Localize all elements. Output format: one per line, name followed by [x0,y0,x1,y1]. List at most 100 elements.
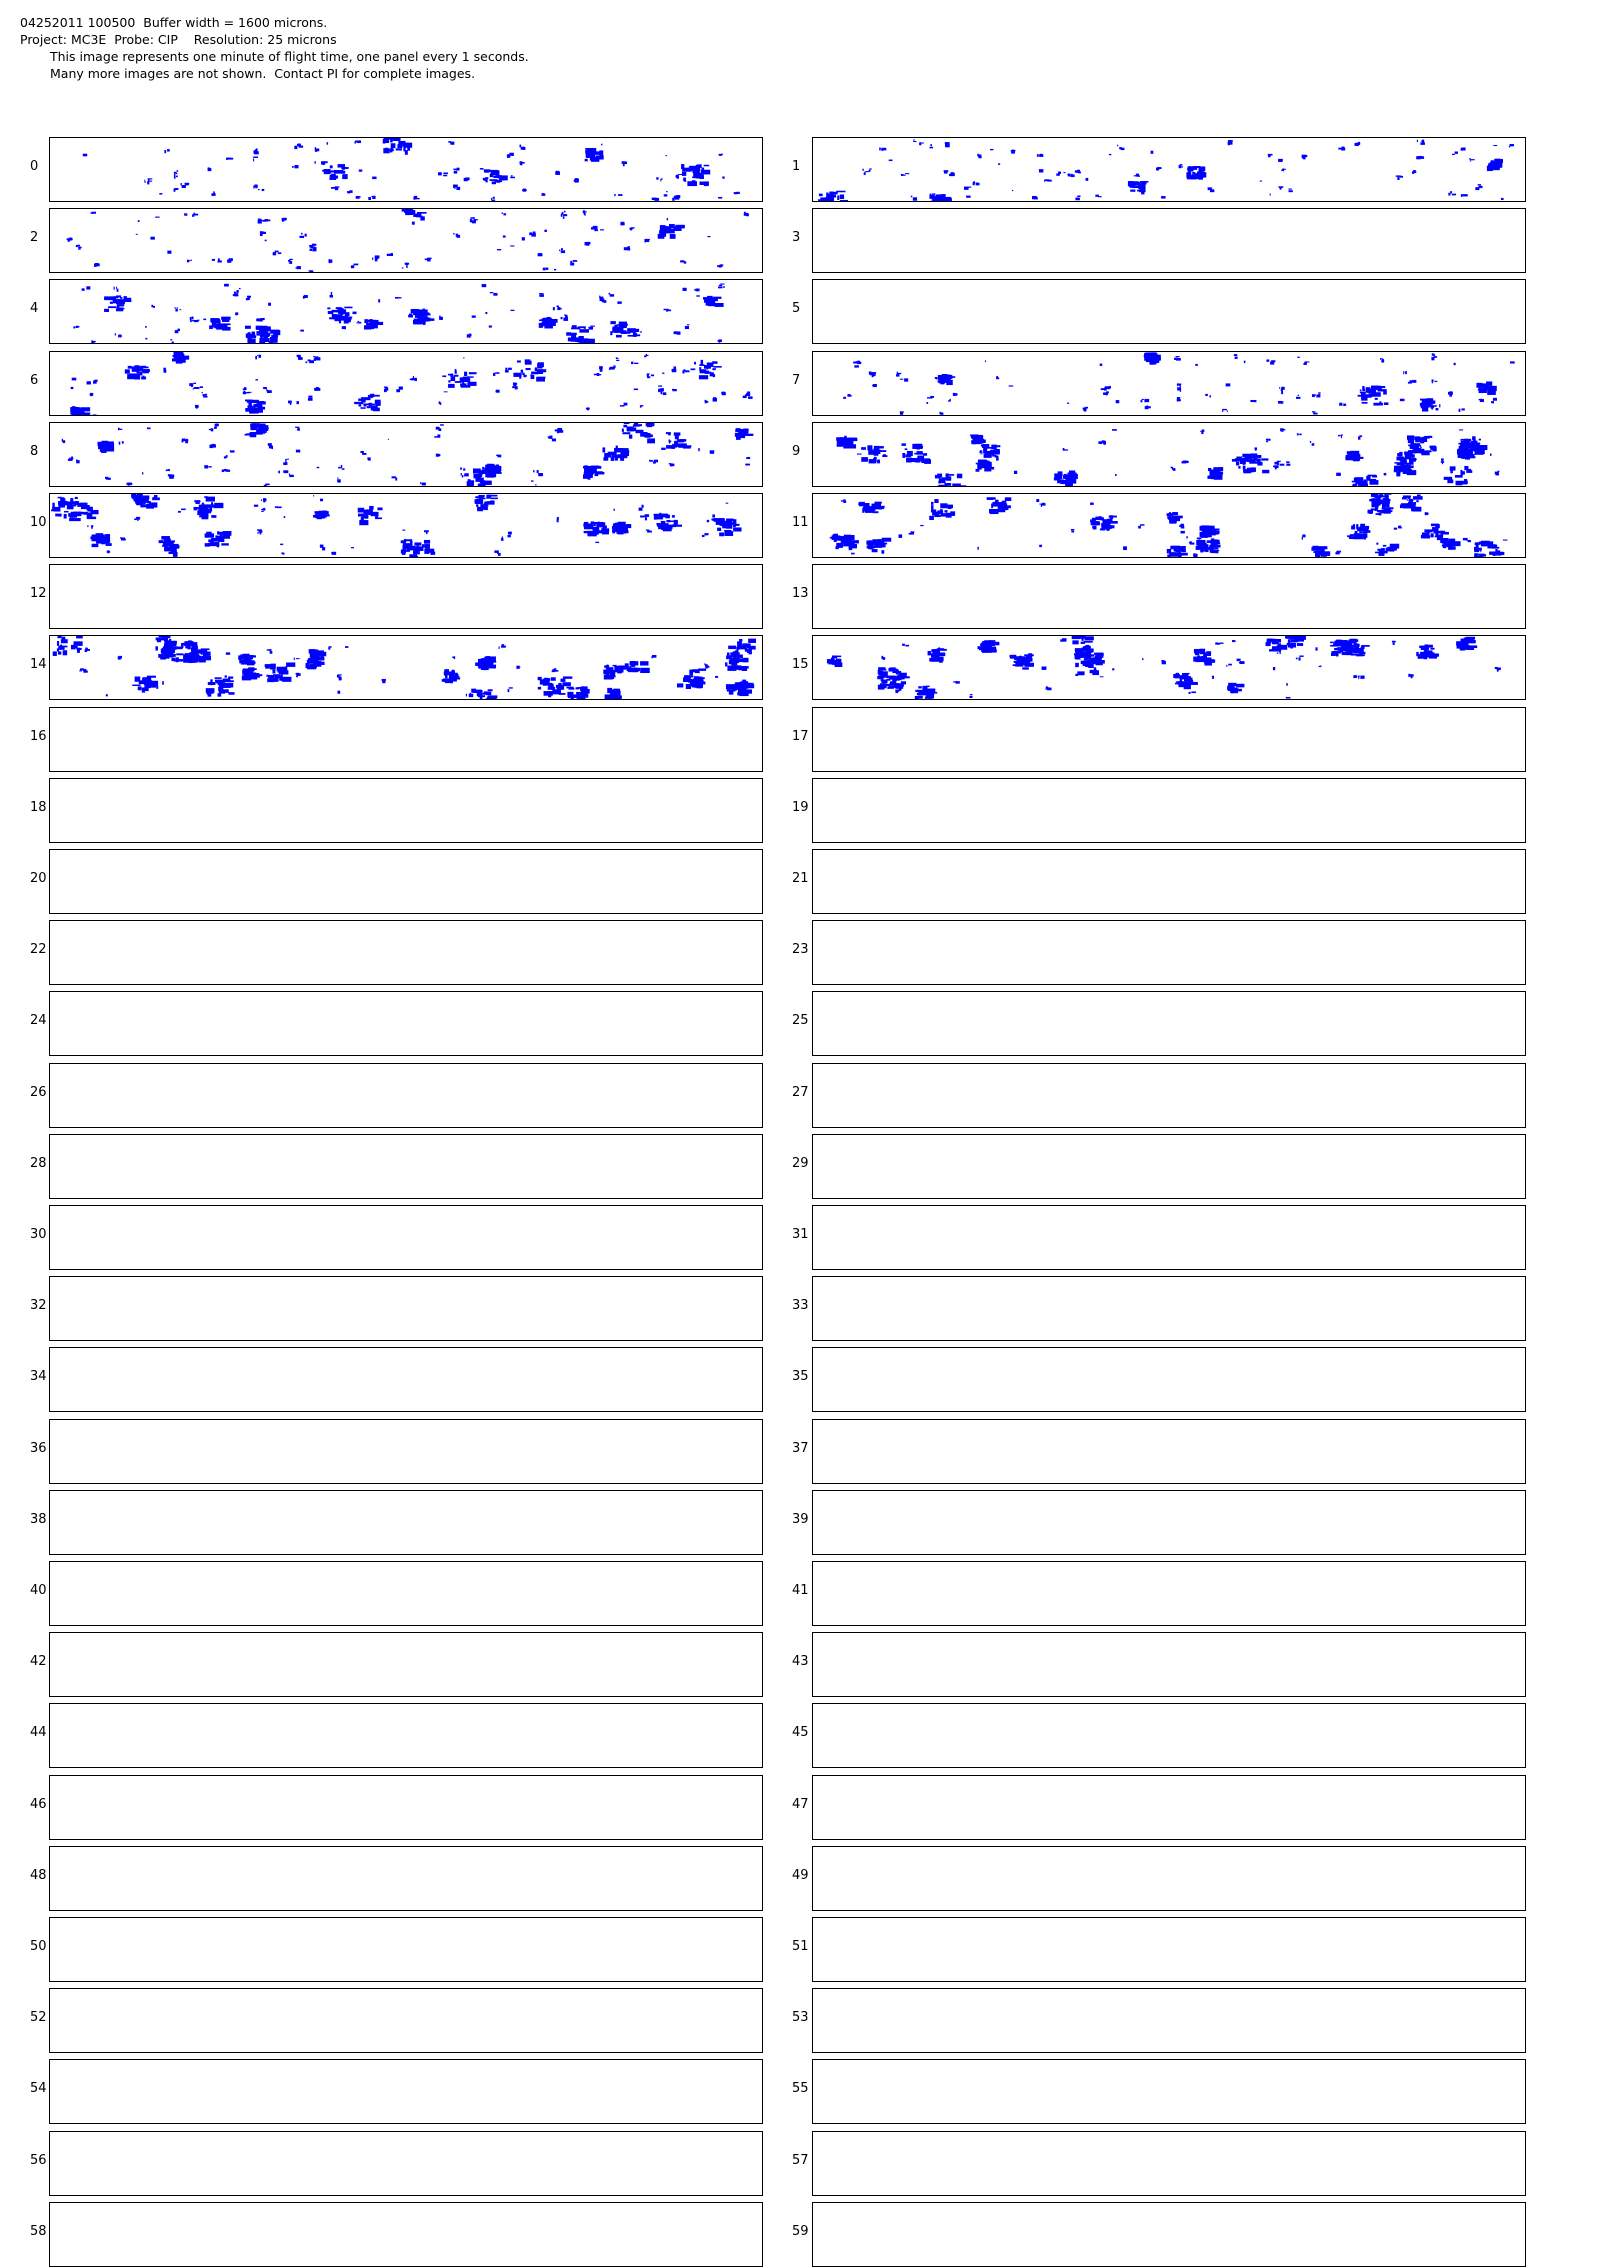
particle [996,376,999,379]
particle [107,550,110,553]
particle [719,154,723,156]
particle [142,472,143,474]
particle [818,191,848,201]
particle [1376,512,1382,515]
particle [929,499,955,520]
particle [722,176,724,178]
particle [1280,428,1285,431]
particle [496,454,501,457]
particle [610,321,639,337]
particle [559,248,565,253]
particle [118,656,122,660]
particle [211,191,215,196]
particle [1232,640,1235,642]
particle [913,139,916,142]
particle [1270,193,1271,195]
particle [94,263,100,267]
image-panel [812,1063,1526,1128]
particle [948,399,951,402]
particle-image [50,636,762,699]
particle [331,552,336,555]
image-panel [49,351,763,416]
particle [405,263,409,268]
particle [658,224,685,239]
particle [1416,156,1424,159]
particle [1260,181,1262,182]
particle [208,167,212,171]
particle [1044,179,1052,181]
particle [367,457,370,460]
particle [178,509,186,513]
particle [372,177,376,180]
particle [76,459,79,463]
particle [667,218,668,220]
particle [680,260,686,263]
particle [1197,538,1202,540]
particle [836,436,857,449]
particle [1315,648,1317,651]
particle [384,386,388,392]
image-panel [49,1490,763,1555]
image-panel [812,1846,1526,1911]
particle [617,302,621,305]
particle [1226,664,1232,667]
particle [915,686,937,699]
particle [495,389,499,392]
particle [439,401,442,405]
particle [1312,394,1315,397]
particle [1461,147,1466,150]
particle [1208,529,1211,532]
particle [1400,398,1405,400]
particle [1412,170,1416,174]
particle [609,365,615,370]
particle [315,147,319,152]
particle [87,381,91,384]
particle [1112,429,1117,431]
particle [1273,465,1279,469]
particle [585,148,604,162]
particle [420,482,426,485]
particle [208,466,211,467]
particle [1039,545,1042,547]
particle [1014,471,1017,474]
particle [920,525,923,526]
particle [911,196,917,201]
particle [690,359,721,378]
particle [466,693,473,697]
particle [402,268,404,269]
particle [1205,393,1211,396]
particle [275,506,282,508]
particle [132,676,158,693]
particle [513,359,546,381]
particle [453,185,460,191]
particle [977,641,999,654]
particle [360,451,366,455]
particle [258,219,264,224]
particle [866,538,891,554]
particle [698,448,700,451]
image-panel [812,1703,1526,1768]
particle [1296,656,1304,661]
particle [555,171,560,175]
image-panel [49,2202,763,2267]
particle [1352,474,1379,485]
particle [713,518,742,536]
particle [1297,433,1302,435]
particle [851,553,854,555]
particle [281,553,284,555]
particle [735,428,754,440]
particle [1461,194,1468,197]
image-panel [812,991,1526,1056]
particle [354,393,381,410]
particle [664,191,668,197]
image-panel [812,2059,1526,2124]
particle [200,386,203,388]
particle [296,266,301,269]
particle [411,309,435,325]
particle [672,388,677,390]
particle [76,245,82,250]
particle [945,510,948,512]
particle [209,444,215,448]
particle [705,399,709,402]
particle [273,251,282,256]
